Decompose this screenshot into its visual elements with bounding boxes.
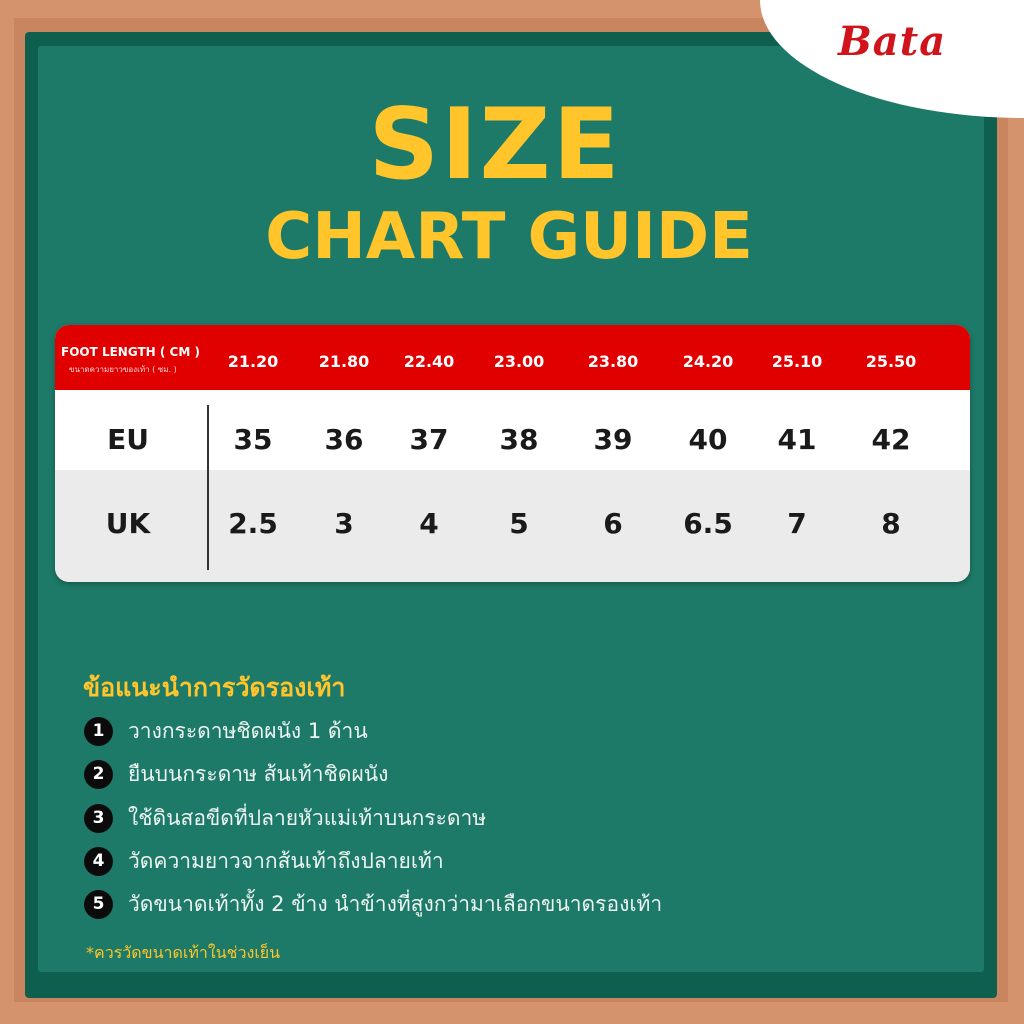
- tip-item: 2 ยืนบนกระดาษ ส้นเท้าชิดผนัง: [84, 759, 388, 789]
- step-number-badge: 1: [84, 716, 113, 746]
- step-number-badge: 2: [84, 759, 113, 789]
- size-value: 35: [233, 423, 273, 456]
- foot-length-value: 23.80: [587, 352, 639, 371]
- foot-length-value: 22.40: [403, 352, 455, 371]
- size-value: 5: [509, 507, 529, 540]
- tips-heading: ข้อแนะนำการวัดรองเท้า: [83, 673, 346, 702]
- tip-item: 3 ใช้ดินสอขีดที่ปลายหัวแม่เท้าบนกระดาษ: [84, 803, 486, 833]
- column-divider: [207, 405, 209, 570]
- tip-text: วัดความยาวจากส้นเท้าถึงปลายเท้า: [128, 848, 444, 873]
- size-value: 41: [777, 423, 817, 456]
- size-value: 39: [593, 423, 633, 456]
- foot-length-value: 21.80: [318, 352, 370, 371]
- foot-length-value: 23.00: [493, 352, 545, 371]
- step-number-badge: 4: [84, 846, 113, 876]
- size-table: FOOT LENGTH ( CM ) ขนาดความยาวของเท้า ( …: [55, 325, 970, 582]
- footnote: *ควรวัดขนาดเท้าในช่วงเย็น: [86, 943, 281, 962]
- bata-logo: Bata: [838, 18, 947, 65]
- size-value: 8: [881, 507, 901, 540]
- foot-length-value: 25.10: [771, 352, 823, 371]
- tip-text: ใช้ดินสอขีดที่ปลายหัวแม่เท้าบนกระดาษ: [128, 805, 487, 830]
- tip-item: 1 วางกระดาษชิดผนัง 1 ด้าน: [84, 716, 368, 746]
- size-value: 3: [334, 507, 354, 540]
- size-value: 40: [688, 423, 728, 456]
- tip-text: วัดขนาดเท้าทั้ง 2 ข้าง นำข้างที่สูงกว่าม…: [128, 891, 663, 916]
- foot-length-value: 25.50: [865, 352, 917, 371]
- size-value: 7: [787, 507, 807, 540]
- step-number-badge: 5: [84, 889, 113, 919]
- size-value: 36: [324, 423, 364, 456]
- foot-length-sublabel: ขนาดความยาวของเท้า ( ซม. ): [69, 365, 177, 374]
- table-header-row: FOOT LENGTH ( CM ) ขนาดความยาวของเท้า ( …: [55, 325, 970, 390]
- step-number-badge: 3: [84, 803, 113, 833]
- foot-length-value: 24.20: [682, 352, 734, 371]
- tip-text: ยืนบนกระดาษ ส้นเท้าชิดผนัง: [128, 761, 389, 786]
- foot-length-value: 21.20: [227, 352, 279, 371]
- tip-text: วางกระดาษชิดผนัง 1 ด้าน: [128, 718, 368, 743]
- size-value: 6: [603, 507, 623, 540]
- size-value: 37: [409, 423, 449, 456]
- size-value: 38: [499, 423, 539, 456]
- size-value: 2.5: [228, 507, 278, 540]
- tip-item: 5 วัดขนาดเท้าทั้ง 2 ข้าง นำข้างที่สูงกว่า…: [84, 889, 662, 919]
- row-label: EU: [107, 423, 149, 456]
- size-value: 4: [419, 507, 439, 540]
- foot-length-label: FOOT LENGTH ( CM ): [61, 345, 200, 359]
- size-value: 42: [871, 423, 911, 456]
- title-chart-guide: CHART GUIDE: [265, 200, 753, 274]
- title-size: SIZE: [368, 88, 622, 202]
- row-label: UK: [105, 507, 151, 540]
- size-value: 6.5: [683, 507, 733, 540]
- tip-item: 4 วัดความยาวจากส้นเท้าถึงปลายเท้า: [84, 846, 444, 876]
